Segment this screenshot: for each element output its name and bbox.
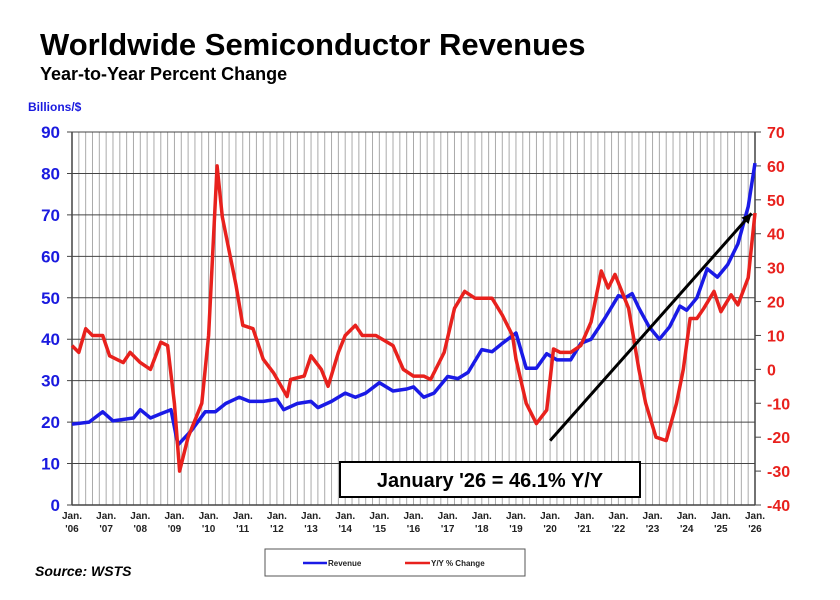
chart-subtitle: Year-to-Year Percent Change: [40, 64, 287, 84]
x-tick-label-year: '08: [134, 524, 148, 535]
x-tick-label-year: '20: [543, 524, 557, 535]
left-y-tick-label: 90: [41, 123, 60, 142]
x-tick-label-year: '19: [509, 524, 523, 535]
legend: Revenue Y/Y % Change: [264, 548, 526, 577]
x-tick-label-month: Jan.: [540, 511, 560, 522]
right-y-tick-label: -20: [767, 430, 790, 447]
x-tick-label-month: Jan.: [711, 511, 731, 522]
x-tick-label-month: Jan.: [267, 511, 287, 522]
x-tick-label-month: Jan.: [199, 511, 219, 522]
right-y-tick-label: 10: [767, 328, 785, 345]
left-y-tick-label: 30: [41, 372, 60, 391]
x-tick-label-month: Jan.: [62, 511, 82, 522]
x-tick-label-month: Jan.: [608, 511, 628, 522]
trend-arrow-head-icon: [741, 213, 752, 224]
x-tick-label-month: Jan.: [403, 511, 423, 522]
yoy-change-line: [70, 164, 757, 473]
x-tick-label-year: '23: [646, 524, 660, 535]
legend-label-yoy: Y/Y % Change: [431, 559, 485, 568]
x-tick-label-year: '13: [304, 524, 318, 535]
x-tick-label-month: Jan.: [130, 511, 150, 522]
right-y-tick-label: -40: [767, 498, 790, 515]
left-y-tick-label: 10: [41, 455, 60, 474]
chart-title: Worldwide Semiconductor Revenues: [40, 27, 585, 62]
x-tick-label-year: '15: [373, 524, 387, 535]
left-y-tick-label: 80: [41, 164, 60, 183]
x-tick-label-year: '11: [236, 524, 249, 535]
x-tick-label-month: Jan.: [745, 511, 765, 522]
left-y-tick-label: 0: [51, 496, 60, 515]
series-lines: [70, 162, 757, 473]
x-tick-label-month: Jan.: [301, 511, 321, 522]
x-tick-label-year: '14: [338, 524, 352, 535]
source-note: Source: WSTS: [35, 563, 132, 579]
right-y-tick-label: -30: [767, 464, 790, 481]
x-tick-label-month: Jan.: [506, 511, 526, 522]
annotation-text: January '26 = 46.1% Y/Y: [377, 470, 604, 492]
x-tick-label-year: '07: [99, 524, 113, 535]
x-tick-label-month: Jan.: [96, 511, 116, 522]
annotations: January '26 = 46.1% Y/Y: [339, 461, 641, 498]
left-y-tick-label: 20: [41, 413, 60, 432]
x-tick-label-year: '06: [65, 524, 79, 535]
revenue-line: [71, 162, 757, 447]
x-tick-label-year: '10: [202, 524, 216, 535]
x-tick-label-month: Jan.: [574, 511, 594, 522]
annotation-box: [339, 461, 641, 498]
x-tick-label-month: Jan.: [233, 511, 253, 522]
x-tick-label-month: Jan.: [369, 511, 389, 522]
x-tick-label-year: '18: [475, 524, 489, 535]
axes: 0 10 20 30 40 50 60 70 80 90 -40 -30 -20 -10 0 10 20 30 40…: [41, 123, 790, 535]
left-y-tick-label: 50: [41, 289, 60, 308]
x-tick-label-year: '22: [612, 524, 626, 535]
x-tick-label-year: '26: [748, 524, 762, 535]
right-y-tick-label: 30: [767, 261, 785, 278]
x-tick-label-year: '09: [168, 524, 182, 535]
gridlines: [67, 131, 755, 506]
trend-arrow-line: [548, 212, 753, 442]
x-tick-label-month: Jan.: [472, 511, 492, 522]
right-y-tick-label: 70: [767, 125, 785, 142]
x-tick-label-month: Jan.: [335, 511, 355, 522]
x-tick-label-year: '21: [577, 524, 591, 535]
legend-label-revenue: Revenue: [328, 559, 362, 568]
right-y-tick-label: 40: [767, 227, 785, 244]
x-tick-label-year: '17: [441, 524, 455, 535]
x-tick-label-month: Jan.: [677, 511, 697, 522]
right-y-tick-label: -10: [767, 396, 790, 413]
right-y-tick-label: 0: [767, 362, 776, 379]
right-y-tick-label: 50: [767, 193, 785, 210]
left-y-tick-label: 60: [41, 247, 60, 266]
left-y-tick-label: 70: [41, 206, 60, 225]
left-y-tick-label: 40: [41, 330, 60, 349]
x-tick-label-year: '12: [270, 524, 284, 535]
x-tick-label-year: '25: [714, 524, 728, 535]
x-tick-label-year: '24: [680, 524, 694, 535]
x-tick-label-year: '16: [407, 524, 421, 535]
left-axis-unit-label: Billions/$: [28, 100, 82, 114]
right-y-tick-label: 60: [767, 159, 785, 176]
x-tick-label-month: Jan.: [438, 511, 458, 522]
x-tick-label-month: Jan.: [164, 511, 184, 522]
right-y-tick-label: 20: [767, 295, 785, 312]
x-tick-label-month: Jan.: [643, 511, 663, 522]
